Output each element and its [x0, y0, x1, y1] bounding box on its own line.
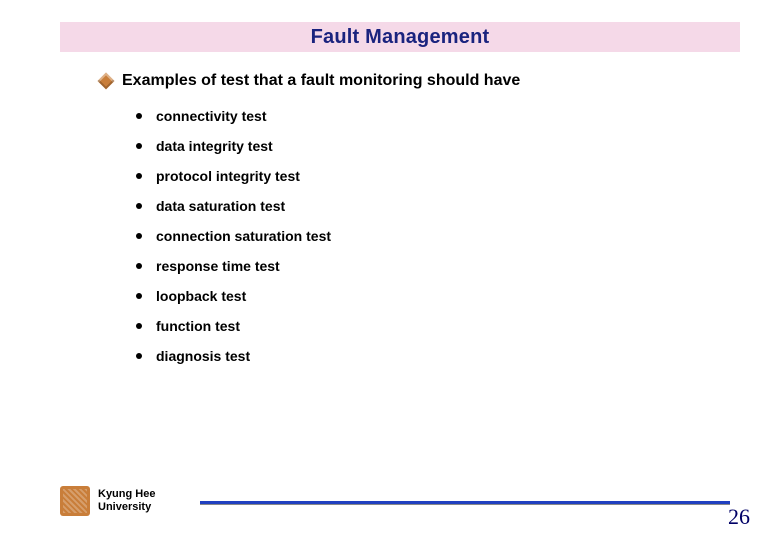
footer-logo: Kyung Hee University [60, 486, 155, 516]
list-item-text: connection saturation test [156, 228, 331, 244]
list-item: diagnosis test [136, 348, 720, 364]
dot-icon [136, 353, 142, 359]
dot-icon [136, 323, 142, 329]
list-item: connection saturation test [136, 228, 720, 244]
list-item-text: response time test [156, 258, 280, 274]
dot-icon [136, 233, 142, 239]
list-item: protocol integrity test [136, 168, 720, 184]
list-item-text: function test [156, 318, 240, 334]
university-name: Kyung Hee University [98, 488, 155, 514]
dot-icon [136, 143, 142, 149]
dot-icon [136, 203, 142, 209]
university-name-line1: Kyung Hee [98, 488, 155, 501]
dot-icon [136, 113, 142, 119]
section-heading: Examples of test that a fault monitoring… [100, 72, 720, 90]
item-list: connectivity test data integrity test pr… [136, 108, 720, 364]
list-item: connectivity test [136, 108, 720, 124]
list-item: function test [136, 318, 720, 334]
list-item: response time test [136, 258, 720, 274]
slide-title: Fault Management [311, 26, 490, 49]
list-item-text: diagnosis test [156, 348, 250, 364]
list-item-text: data integrity test [156, 138, 273, 154]
list-item: loopback test [136, 288, 720, 304]
list-item-text: data saturation test [156, 198, 285, 214]
dot-icon [136, 263, 142, 269]
list-item-text: loopback test [156, 288, 246, 304]
page-number: 26 [728, 504, 750, 530]
dot-icon [136, 293, 142, 299]
dot-icon [136, 173, 142, 179]
content-area: Examples of test that a fault monitoring… [100, 72, 720, 378]
list-item-text: protocol integrity test [156, 168, 300, 184]
university-logo-icon [60, 486, 90, 516]
title-band: Fault Management [60, 22, 740, 52]
footer-divider [200, 501, 730, 504]
list-item: data saturation test [136, 198, 720, 214]
section-heading-text: Examples of test that a fault monitoring… [122, 72, 520, 90]
university-name-line2: University [98, 501, 155, 514]
list-item: data integrity test [136, 138, 720, 154]
list-item-text: connectivity test [156, 108, 266, 124]
diamond-bullet-icon [98, 73, 115, 90]
